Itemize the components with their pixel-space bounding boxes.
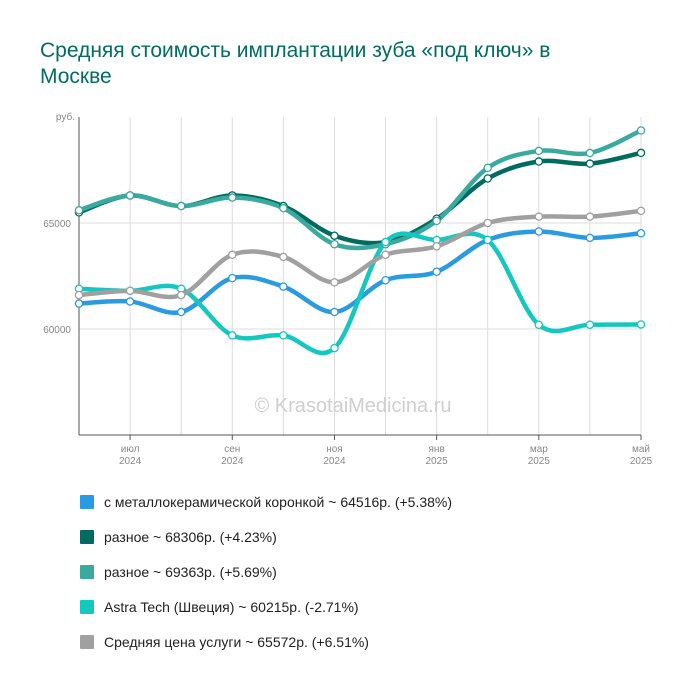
series-line-3 [76,128,644,251]
x-tick-month: май [632,444,650,455]
x-tick-month: ноя [326,444,343,455]
data-point[interactable] [125,286,135,296]
chart-title: Средняя стоимость имплантации зуба «под … [40,39,551,88]
legend-label: разное ~ 69363р. (+5.69%) [104,563,277,580]
data-point[interactable] [483,235,492,245]
axes: руб.6000065000июл2024сен2024ноя2024янв20… [43,111,652,467]
series-line-4 [76,231,644,356]
data-point[interactable] [176,307,186,317]
data-point[interactable] [228,250,237,260]
x-tick-year: 2025 [528,456,551,467]
x-tick-year: 2025 [630,456,653,467]
legend-item[interactable]: разное ~ 68306р. (+4.23%) [80,519,452,554]
legend-item[interactable]: Astra Tech (Швеция) ~ 60215р. (-2.71%) [80,589,452,624]
data-point[interactable] [432,242,441,251]
data-point[interactable] [176,201,186,211]
data-point[interactable] [176,290,186,300]
watermark: © KrasotaiMedicina.ru [254,395,451,417]
legend-label: Средняя цена услуги ~ 65572р. (+6.51%) [104,633,369,650]
x-tick-month: июл [121,444,140,455]
legend: с металлокерамической коронкой ~ 64516р.… [80,484,452,659]
x-tick-year: 2024 [221,456,244,467]
data-point[interactable] [330,239,339,249]
data-point[interactable] [279,203,288,213]
legend-swatch [80,564,94,579]
data-point[interactable] [534,212,544,221]
data-point[interactable] [483,163,492,173]
x-tick-year: 2024 [323,456,346,467]
data-point[interactable] [534,227,544,236]
x-tick-month: сен [224,444,240,455]
data-point[interactable] [534,320,544,330]
data-point[interactable] [585,159,595,168]
legend-item[interactable]: Средняя цена услуги ~ 65572р. (+6.51%) [80,624,452,659]
legend-swatch [80,494,94,509]
legend-swatch [80,599,94,614]
data-point[interactable] [74,206,84,215]
legend-item[interactable]: с металлокерамической коронкой ~ 64516р.… [80,484,452,519]
data-point[interactable] [585,233,595,243]
x-tick-year: 2025 [426,456,449,467]
legend-swatch [80,529,94,544]
data-point[interactable] [330,278,339,287]
data-point[interactable] [330,307,339,317]
data-point[interactable] [636,229,646,238]
data-point[interactable] [636,320,646,329]
series-points [74,126,646,353]
y-tick-label: 60000 [43,325,71,336]
data-point[interactable] [381,237,390,247]
data-point[interactable] [74,290,84,300]
y-tick-label: 65000 [43,219,71,230]
data-point[interactable] [432,216,441,226]
grid [78,117,642,435]
data-point[interactable] [381,250,390,260]
data-point[interactable] [279,252,288,262]
data-point[interactable] [585,148,595,158]
series-line-2 [76,150,644,246]
data-point[interactable] [125,191,135,200]
data-point[interactable] [279,282,288,291]
data-point[interactable] [432,267,441,277]
data-point[interactable] [228,193,237,202]
data-point[interactable] [228,331,237,340]
legend-label: с металлокерамической коронкой ~ 64516р.… [104,493,453,510]
data-point[interactable] [381,275,390,285]
data-point[interactable] [483,218,492,228]
data-point[interactable] [74,299,84,308]
legend-swatch [80,634,94,649]
data-point[interactable] [636,126,646,135]
series-lines [76,128,644,356]
legend-item[interactable]: разное ~ 69363р. (+5.69%) [80,554,452,589]
x-tick-year: 2024 [119,456,142,467]
data-point[interactable] [228,273,237,283]
legend-label: Astra Tech (Швеция) ~ 60215р. (-2.71%) [104,598,359,615]
data-point[interactable] [636,148,646,158]
data-point[interactable] [585,212,595,221]
data-point[interactable] [483,174,492,183]
data-point[interactable] [330,343,339,353]
data-point[interactable] [585,320,595,330]
data-point[interactable] [534,157,544,166]
x-tick-month: янв [429,444,445,455]
data-point[interactable] [636,206,646,216]
data-point[interactable] [279,331,288,340]
data-point[interactable] [330,231,339,240]
y-unit-label: руб. [56,111,75,123]
data-point[interactable] [125,297,135,306]
data-point[interactable] [534,146,544,156]
legend-label: разное ~ 68306р. (+4.23%) [104,528,277,545]
x-tick-month: мар [530,444,548,455]
